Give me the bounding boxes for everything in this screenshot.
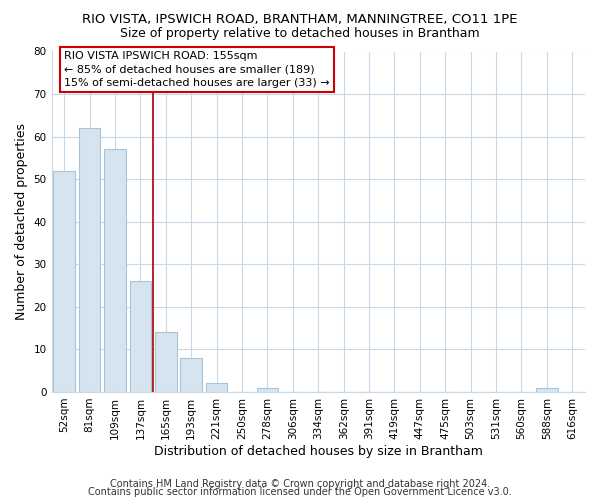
X-axis label: Distribution of detached houses by size in Brantham: Distribution of detached houses by size … [154,444,483,458]
Text: Size of property relative to detached houses in Brantham: Size of property relative to detached ho… [120,28,480,40]
Text: RIO VISTA, IPSWICH ROAD, BRANTHAM, MANNINGTREE, CO11 1PE: RIO VISTA, IPSWICH ROAD, BRANTHAM, MANNI… [82,12,518,26]
Bar [181,358,202,392]
Bar [536,388,557,392]
Y-axis label: Number of detached properties: Number of detached properties [15,123,28,320]
Bar [104,150,126,392]
Bar [257,388,278,392]
Bar [79,128,100,392]
Bar [53,170,75,392]
Text: Contains HM Land Registry data © Crown copyright and database right 2024.: Contains HM Land Registry data © Crown c… [110,479,490,489]
Text: Contains public sector information licensed under the Open Government Licence v3: Contains public sector information licen… [88,487,512,497]
Bar [206,384,227,392]
Bar [155,332,176,392]
Bar [130,282,151,392]
Text: RIO VISTA IPSWICH ROAD: 155sqm
← 85% of detached houses are smaller (189)
15% of: RIO VISTA IPSWICH ROAD: 155sqm ← 85% of … [64,52,330,88]
